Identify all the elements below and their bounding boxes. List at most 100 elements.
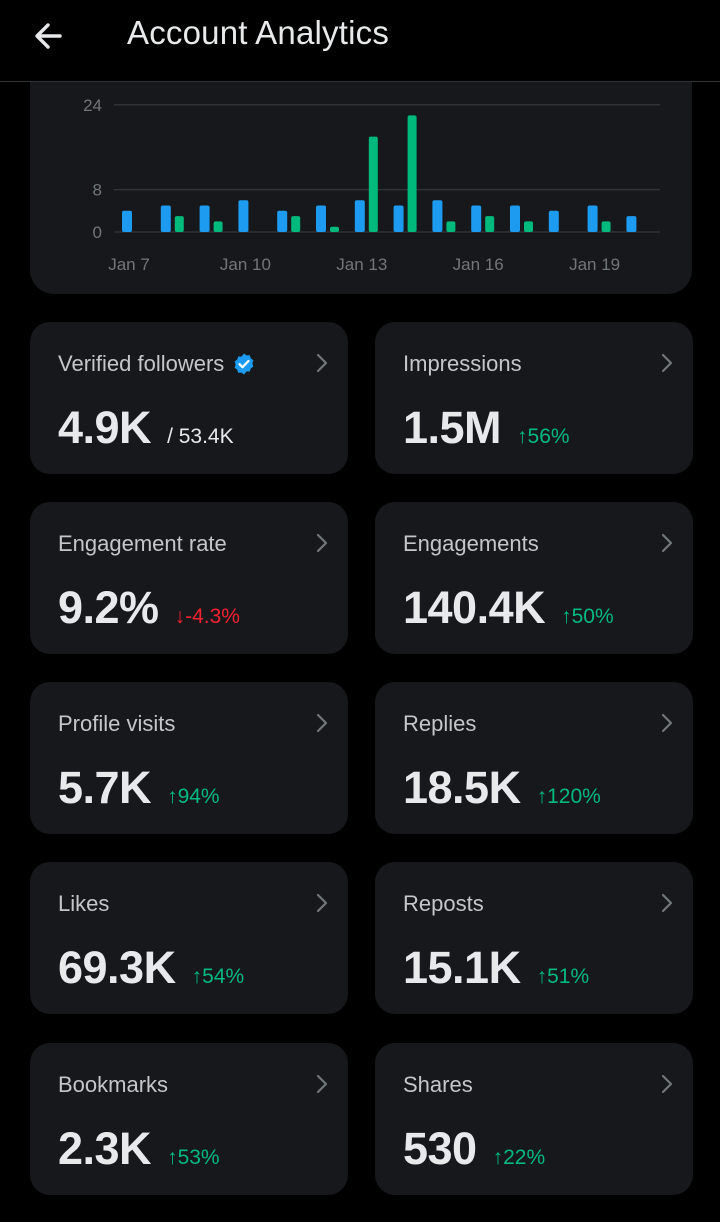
y-tick-label: 8: [93, 181, 102, 200]
metric-card[interactable]: Shares 530 ↑22%: [375, 1043, 693, 1195]
metric-card[interactable]: Likes 69.3K ↑54%: [30, 862, 348, 1014]
metric-value-row: 15.1K ↑51%: [403, 942, 589, 994]
bar-green: [524, 221, 533, 232]
metric-label: Likes: [58, 891, 109, 917]
metric-change: ↑53%: [167, 1146, 220, 1169]
chevron-right-icon: [661, 713, 673, 733]
verified-badge-icon: [234, 353, 254, 375]
metric-label: Engagements: [403, 531, 539, 557]
page-title: Account Analytics: [127, 14, 390, 51]
chevron-right-icon: [316, 1074, 328, 1094]
app-header: Account Analytics: [0, 0, 720, 82]
metric-card[interactable]: Engagements 140.4K ↑50%: [375, 502, 693, 654]
bar-blue: [393, 205, 404, 232]
metric-value: 1.5M: [403, 402, 502, 453]
chevron-right-icon: [316, 713, 328, 733]
bar-blue: [471, 205, 482, 232]
chevron-right-icon: [661, 893, 673, 913]
metric-card[interactable]: Profile visits 5.7K ↑94%: [30, 682, 348, 834]
metric-value: 530: [403, 1123, 477, 1174]
metric-label-text: Bookmarks: [58, 1072, 169, 1097]
chevron-right-icon: [316, 893, 328, 913]
metric-change: ↑22%: [492, 1146, 546, 1169]
bar-green: [407, 115, 417, 232]
bar-blue: [122, 210, 132, 232]
chevron-right-icon: [661, 1074, 673, 1094]
metric-label: Engagement rate: [58, 531, 227, 557]
bar-green: [213, 221, 223, 232]
bar-blue: [587, 205, 598, 232]
metric-change: ↑120%: [536, 785, 601, 808]
metric-card[interactable]: Engagement rate 9.2% ↓-4.3%: [30, 502, 348, 654]
bar-blue: [510, 205, 520, 232]
metric-value-row: 1.5M ↑56%: [403, 402, 570, 454]
x-tick-label: Jan 10: [220, 255, 271, 274]
metric-label-text: Shares: [403, 1072, 473, 1097]
metric-card[interactable]: Bookmarks 2.3K ↑53%: [30, 1043, 348, 1195]
metric-card[interactable]: Reposts 15.1K ↑51%: [375, 862, 693, 1014]
chevron-right-icon: [316, 533, 328, 553]
x-tick-label: Jan 16: [453, 255, 504, 274]
bar-green: [485, 216, 495, 232]
metric-label: Verified followers: [58, 351, 256, 377]
metric-value: 15.1K: [403, 942, 521, 993]
metric-value: 9.2%: [58, 582, 159, 633]
metric-label-text: Reposts: [403, 891, 484, 916]
metric-label-text: Engagements: [403, 531, 539, 556]
x-tick-label: Jan 19: [569, 255, 620, 274]
metric-value: 18.5K: [403, 762, 521, 813]
x-tick-label: Jan 13: [336, 255, 387, 274]
chevron-right-icon: [316, 353, 328, 373]
metric-change: ↑50%: [561, 605, 614, 628]
activity-chart-card: 0 8 24 Jan 7 Jan 10 Jan 13 Jan 16 Jan 19: [30, 50, 692, 294]
metric-value: 5.7K: [58, 762, 152, 813]
metric-change: ↑56%: [517, 425, 570, 448]
metric-value-row: 530 ↑22%: [403, 1123, 545, 1175]
metric-label: Replies: [403, 711, 476, 737]
metric-value-row: 9.2% ↓-4.3%: [58, 582, 240, 634]
arrow-left-icon[interactable]: [30, 16, 70, 56]
metric-label: Bookmarks: [58, 1072, 168, 1098]
metric-value: 4.9K: [58, 402, 152, 453]
metric-value-row: 4.9K / 53.4K: [58, 402, 234, 454]
metric-change: ↑54%: [191, 965, 245, 988]
metric-value: 2.3K: [58, 1123, 152, 1174]
bar-blue: [316, 205, 326, 232]
metric-value-row: 140.4K ↑50%: [403, 582, 614, 634]
metric-label: Profile visits: [58, 711, 175, 737]
x-tick-label: Jan 7: [108, 255, 150, 274]
metric-label-text: Impressions: [403, 351, 522, 376]
metric-label-text: Replies: [403, 711, 477, 736]
bar-blue: [199, 205, 210, 232]
bar-green: [368, 136, 378, 232]
metric-card[interactable]: Impressions 1.5M ↑56%: [375, 322, 693, 474]
metric-change: ↑51%: [536, 965, 590, 988]
bar-blue: [277, 210, 288, 232]
bar-blue: [354, 200, 365, 232]
chevron-right-icon: [661, 353, 673, 373]
metric-card[interactable]: Verified followers 4.9K / 53.4K: [30, 322, 348, 474]
metric-label-text: Profile visits: [58, 711, 176, 736]
bar-green: [174, 216, 184, 232]
bar-blue: [626, 216, 637, 232]
metric-label-text: Verified followers: [58, 351, 225, 376]
metric-value-row: 5.7K ↑94%: [58, 762, 220, 814]
metric-value: 69.3K: [58, 942, 176, 993]
bar-green: [330, 226, 339, 232]
bar-blue: [160, 205, 171, 232]
chevron-right-icon: [661, 533, 673, 553]
bar-blue: [548, 210, 559, 232]
y-tick-label: 0: [93, 223, 102, 242]
metric-change: ↑94%: [167, 785, 220, 808]
bar-green: [601, 221, 611, 232]
bar-blue: [238, 200, 249, 232]
y-tick-label: 24: [83, 96, 102, 115]
metric-value-row: 69.3K ↑54%: [58, 942, 244, 994]
bar-blue: [432, 200, 443, 232]
metric-label: Shares: [403, 1072, 473, 1098]
metric-total: / 53.4K: [167, 425, 234, 448]
bar-green: [446, 221, 456, 232]
metric-card[interactable]: Replies 18.5K ↑120%: [375, 682, 693, 834]
metric-change: ↓-4.3%: [174, 605, 240, 628]
metric-label-text: Likes: [58, 891, 110, 916]
